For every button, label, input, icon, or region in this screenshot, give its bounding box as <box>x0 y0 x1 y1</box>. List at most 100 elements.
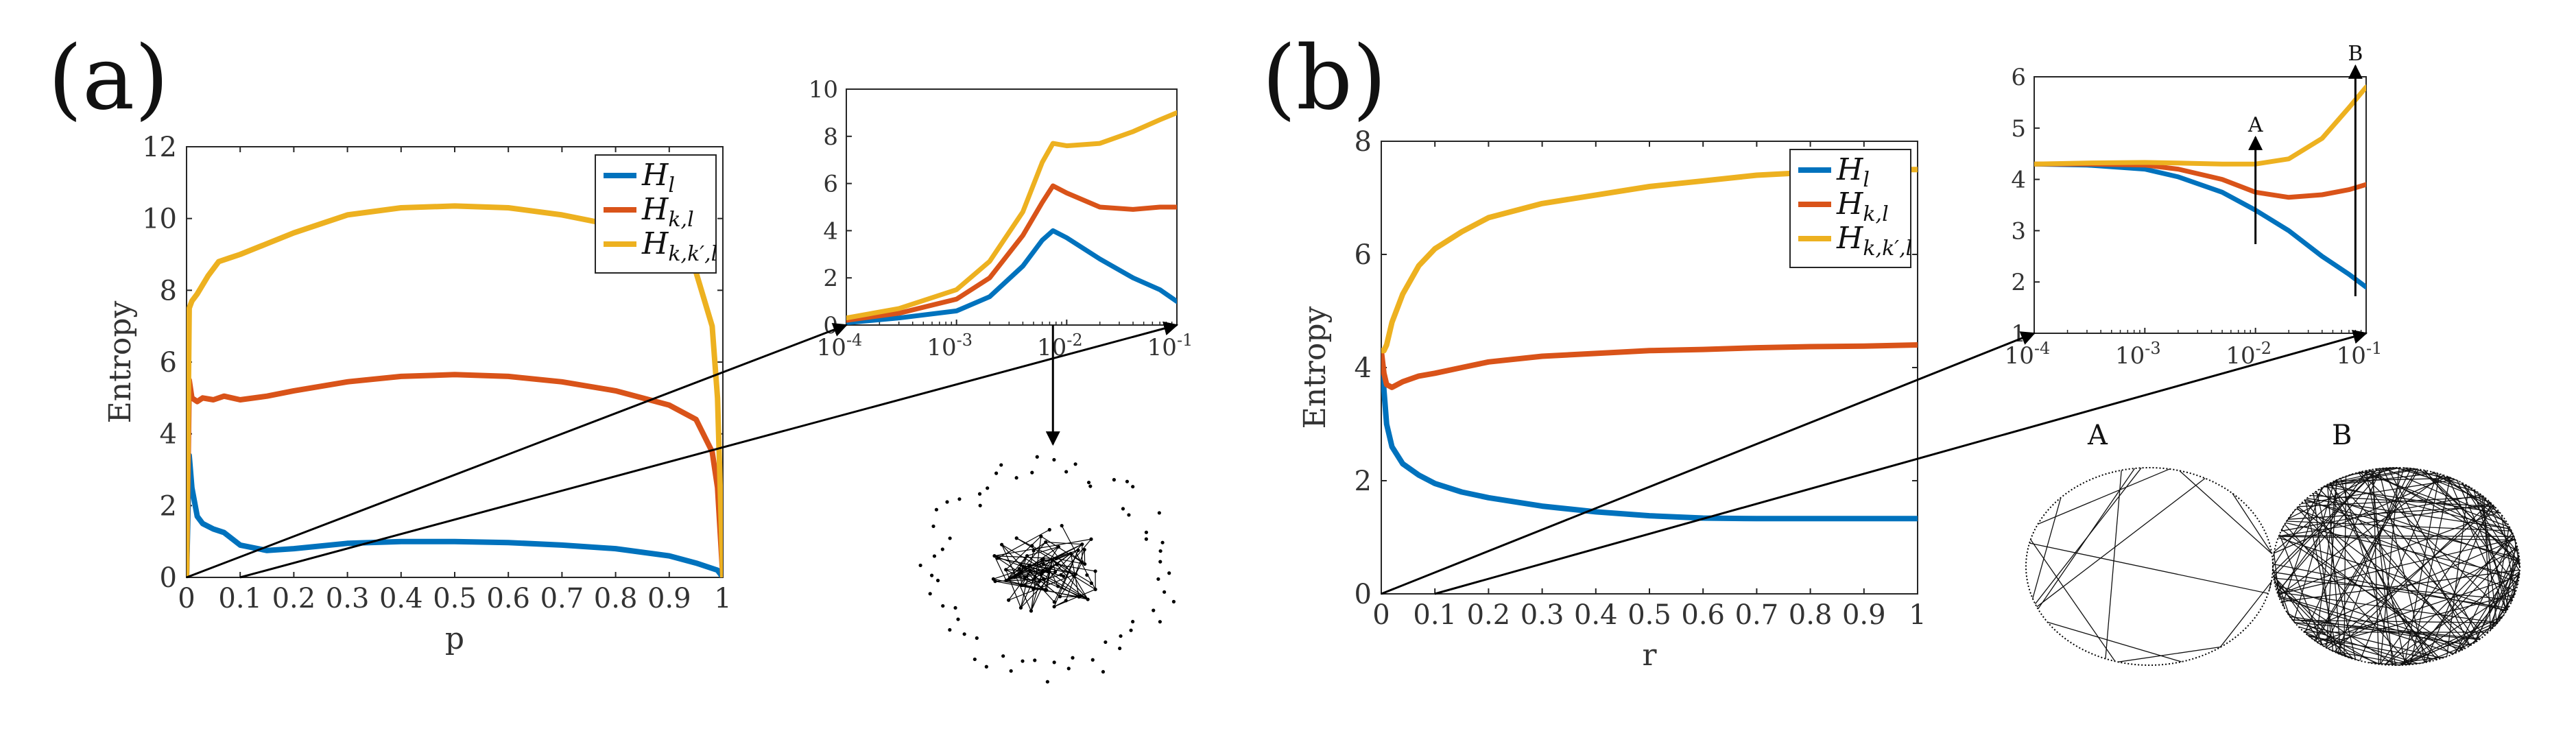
network-chord <box>2337 468 2405 654</box>
network-chord <box>2280 569 2520 603</box>
network-node <box>1073 462 1077 466</box>
legend-entry: Hk,l <box>641 192 694 232</box>
inset-x-tick-base: 10 <box>817 334 846 361</box>
legend-entry: Hk,k′,l <box>641 226 717 266</box>
network-chord <box>2278 538 2515 595</box>
series-line-hkkl <box>1381 167 1918 354</box>
network-edge <box>993 578 1088 600</box>
network-chord <box>2344 476 2347 656</box>
network-node <box>1064 470 1069 474</box>
network-chord <box>2304 499 2338 654</box>
network-chord <box>2278 534 2460 652</box>
network-edge <box>1020 560 1043 608</box>
inset-x-tick-label: 10-3 <box>2115 339 2161 370</box>
network-node <box>1162 590 1167 594</box>
network-node <box>945 500 949 504</box>
network-edge <box>1070 553 1080 597</box>
network-edge <box>1008 573 1076 601</box>
x-axis-label: p <box>445 621 464 656</box>
inset-x-tick-label: 10-4 <box>817 331 863 361</box>
network-edge <box>1020 550 1034 608</box>
network-node <box>1144 537 1148 541</box>
network-chord <box>2446 486 2469 657</box>
network-chord <box>2313 493 2334 651</box>
network-chord <box>2278 595 2464 650</box>
network-chord <box>2219 582 2272 648</box>
network-chord <box>2335 480 2485 636</box>
panel-b: 0 0.1 0.2 0.3 0.4 0.5 0.6 0.7 0.8 0.9 102468rEntro… <box>1298 42 2382 673</box>
inset-y-tick-label: 1 <box>2011 320 2026 348</box>
inset-x-tick-label: 10-2 <box>1037 331 1083 361</box>
x-tick-label: 0.8 <box>1789 599 1833 631</box>
network-edge <box>1046 560 1053 590</box>
network-node <box>1021 659 1025 663</box>
legend-entry-subscript: k,k′,l <box>1863 237 1912 261</box>
network-chord <box>2405 620 2500 666</box>
inset-x-tick-exponent: -4 <box>2034 339 2050 358</box>
network-node <box>1088 484 1093 488</box>
network-chord <box>2036 477 2206 608</box>
network-node <box>1144 530 1149 534</box>
network-node <box>956 617 960 621</box>
network-edge <box>1021 564 1080 597</box>
x-tick-label: 0.8 <box>594 583 638 614</box>
network-node <box>1071 656 1075 660</box>
network-node <box>975 636 979 640</box>
network-edge <box>1021 564 1048 573</box>
network-chord <box>2488 501 2514 537</box>
zoom-connector <box>186 322 848 579</box>
network-node <box>1118 646 1122 651</box>
panel-b-label: (b) <box>1262 27 1387 130</box>
network-node <box>928 592 932 596</box>
network-chord <box>2400 615 2503 666</box>
legend-entry-subscript: k,l <box>1863 202 1888 226</box>
network-node <box>1125 479 1130 483</box>
inset-x-tick-exponent: -3 <box>2145 339 2160 358</box>
network-a-circle <box>2025 467 2274 666</box>
network-chord <box>2032 497 2062 599</box>
inset-marker-label: A <box>2247 113 2263 137</box>
inset-x-tick-exponent: -1 <box>2366 339 2382 358</box>
network-node <box>1158 549 1162 553</box>
network-edge <box>1014 546 1059 578</box>
x-tick-label: 0.3 <box>326 583 370 614</box>
network-node <box>962 632 966 636</box>
network-node <box>999 463 1003 467</box>
y-tick-label: 6 <box>1355 239 1372 271</box>
network-chord <box>2029 542 2269 594</box>
network-chord <box>2273 571 2509 609</box>
y-axis-label: Entropy <box>103 301 138 424</box>
legend-entry: Hl <box>1836 152 1870 192</box>
x-tick-label: 0 <box>1372 599 1390 631</box>
network-chord <box>2282 487 2322 605</box>
network-b-circle <box>2272 467 2520 666</box>
inset-x-tick-exponent: -2 <box>1066 331 1082 350</box>
network-edge <box>994 555 1007 581</box>
network-chord <box>2285 522 2520 577</box>
network-cluster-node <box>1052 605 1056 609</box>
network-node <box>1014 476 1018 480</box>
y-tick-label: 8 <box>160 275 177 307</box>
network-node <box>1086 480 1091 485</box>
network-chord <box>2323 486 2501 514</box>
network-chord <box>2340 478 2397 666</box>
network-chord <box>2315 491 2357 660</box>
inset-x-tick-label: 10-1 <box>2337 339 2383 370</box>
network-chord <box>2105 470 2122 659</box>
network-chord <box>2232 493 2272 554</box>
network-edge <box>1049 560 1053 570</box>
network-chord <box>2306 498 2511 529</box>
inset-series-line-hkkl <box>846 110 1177 321</box>
network-node <box>1052 660 1056 664</box>
network-chord <box>2359 471 2505 614</box>
network-cluster-node <box>1029 609 1034 613</box>
x-tick-label: 0.7 <box>540 583 584 614</box>
network-chord <box>2030 539 2116 662</box>
inset-y-tick-label: 2 <box>823 265 838 292</box>
network-chord <box>2410 477 2451 665</box>
inset-y-tick-label: 2 <box>2011 269 2026 296</box>
network-node <box>940 547 944 551</box>
inset-x-tick-label: 10-1 <box>1147 331 1193 361</box>
network-chord <box>2326 479 2337 648</box>
